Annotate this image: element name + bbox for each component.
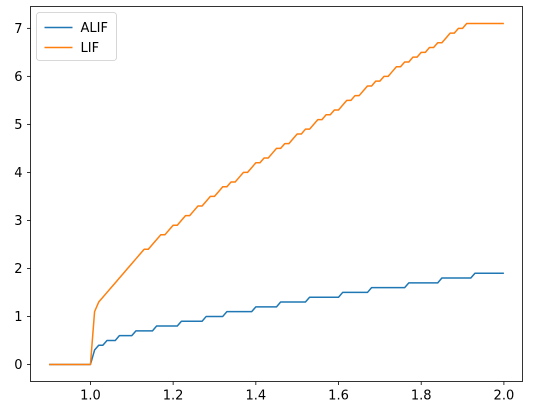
legend-box <box>36 12 117 61</box>
y-tick-label: 3 <box>14 214 22 229</box>
x-tick-label: 1.6 <box>328 389 349 404</box>
y-tick-label: 7 <box>14 22 22 37</box>
x-tick-label: 2.0 <box>494 389 515 404</box>
x-tick-label: 1.2 <box>163 389 184 404</box>
series-line-alif <box>49 272 504 366</box>
y-axis: 0 1 2 3 4 5 6 7 <box>14 22 31 373</box>
legend: ALIF LIF <box>36 12 117 61</box>
x-axis: 1.0 1.2 1.4 1.6 1.8 2.0 <box>80 381 515 404</box>
series-layer <box>49 22 504 366</box>
y-tick-label: 0 <box>14 358 22 373</box>
y-tick-label: 4 <box>14 166 22 181</box>
y-tick-label: 6 <box>14 70 22 85</box>
plot-frame <box>30 6 523 382</box>
y-tick-label: 5 <box>14 118 22 133</box>
x-tick-label: 1.4 <box>245 389 266 404</box>
series-line-lif <box>49 22 504 366</box>
legend-label-lif: LIF <box>81 41 100 56</box>
x-tick-label: 1.0 <box>80 389 101 404</box>
y-tick-label: 1 <box>14 310 22 325</box>
x-tick-label: 1.8 <box>411 389 432 404</box>
legend-label-alif: ALIF <box>81 21 108 36</box>
y-tick-label: 2 <box>14 262 22 277</box>
